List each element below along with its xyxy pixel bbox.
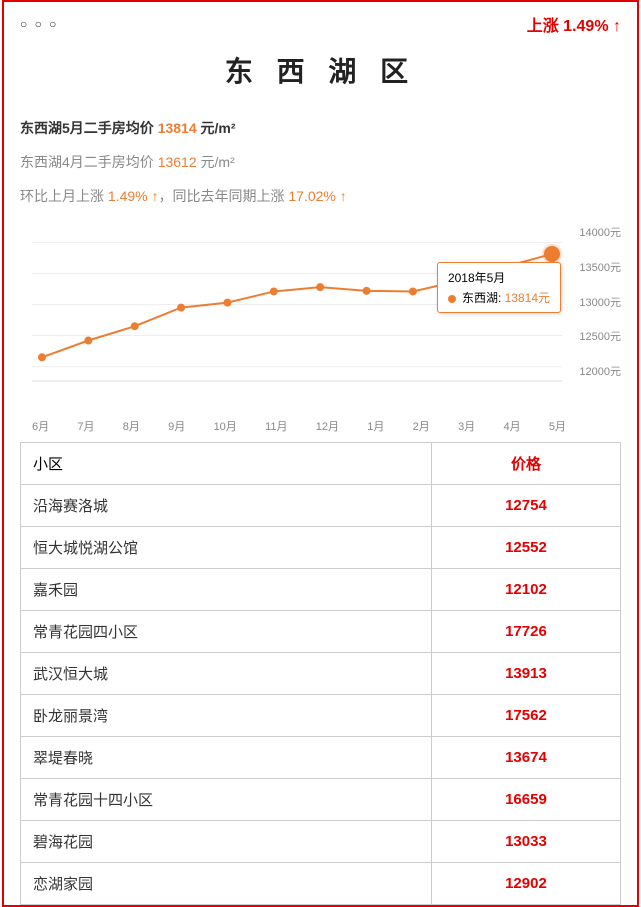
x-axis-labels: 6月 7月 8月 9月 10月 11月 12月 1月 2月 3月 4月 5月 (32, 418, 566, 434)
x-tick-label: 5月 (549, 418, 566, 434)
community-name-cell: 碧海花园 (21, 821, 432, 863)
chart-tooltip: 2018年5月 东西湖: 13814元 (437, 262, 561, 313)
y-tick-label: 13500元 (579, 259, 621, 275)
price-table: 小区 价格 沿海赛洛城12754恒大城悦湖公馆12552嘉禾园12102常青花园… (20, 442, 621, 905)
x-tick-label: 10月 (214, 418, 237, 434)
apr-label: 东西湖4月二手房均价 (20, 154, 158, 170)
page-title: 东 西 湖 区 (20, 50, 621, 90)
x-tick-label: 4月 (503, 418, 520, 434)
community-name-cell: 嘉禾园 (21, 569, 432, 611)
community-name-cell: 常青花园四小区 (21, 611, 432, 653)
tooltip-date: 2018年5月 (448, 269, 550, 286)
table-row: 卧龙丽景湾17562 (21, 695, 621, 737)
mom-value: 1.49% ↑ (108, 188, 159, 204)
may-unit: 元/m² (197, 120, 236, 136)
tooltip-value: 13814元 (505, 291, 550, 305)
table-row: 恒大城悦湖公馆12552 (21, 527, 621, 569)
trend-badge: 上涨 1.49% ↑ (527, 12, 621, 36)
community-name-cell: 常青花园十四小区 (21, 779, 432, 821)
table-row: 常青花园四小区17726 (21, 611, 621, 653)
price-cell: 17726 (431, 611, 620, 653)
y-axis-labels: 14000元 13500元 13000元 12500元 12000元 (579, 224, 621, 379)
table-row: 沿海赛洛城12754 (21, 485, 621, 527)
table-row: 翠堤春晓13674 (21, 737, 621, 779)
table-row: 碧海花园13033 (21, 821, 621, 863)
community-name-cell: 翠堤春晓 (21, 737, 432, 779)
price-cell: 16659 (431, 779, 620, 821)
table-row: 武汉恒大城13913 (21, 653, 621, 695)
top-row: ○ ○ ○ 上涨 1.49% ↑ (20, 12, 621, 36)
badge-prefix: 上涨 (527, 18, 563, 35)
price-cell: 13913 (431, 653, 620, 695)
price-cell: 13674 (431, 737, 620, 779)
table-row: 恋湖家园12902 (21, 863, 621, 905)
y-tick-label: 12000元 (579, 363, 621, 379)
x-tick-label: 2月 (413, 418, 430, 434)
x-tick-label: 3月 (458, 418, 475, 434)
may-label: 东西湖5月二手房均价 (20, 120, 158, 136)
community-name-cell: 卧龙丽景湾 (21, 695, 432, 737)
price-cell: 12902 (431, 863, 620, 905)
x-tick-label: 7月 (77, 418, 94, 434)
menu-dots-icon: ○ ○ ○ (20, 17, 58, 31)
apr-value: 13612 (158, 154, 197, 170)
x-tick-label: 8月 (123, 418, 140, 434)
tooltip-dot-icon (448, 295, 456, 303)
badge-value: 1.49% (563, 18, 608, 35)
price-chart: 14000元 13500元 13000元 12500元 12000元 6月 7月 8月 9月 1… (20, 224, 621, 434)
mom-prefix: 环比上月上涨 (20, 188, 108, 204)
y-tick-label: 13000元 (579, 294, 621, 310)
community-name-cell: 恒大城悦湖公馆 (21, 527, 432, 569)
main-card: ○ ○ ○ 上涨 1.49% ↑ 东 西 湖 区 东西湖5月二手房均价 1381… (2, 0, 639, 907)
up-arrow-icon: ↑ (609, 18, 621, 35)
yoy-value: 17.02% ↑ (288, 188, 346, 204)
price-cell: 12552 (431, 527, 620, 569)
price-cell: 17562 (431, 695, 620, 737)
x-tick-label: 6月 (32, 418, 49, 434)
x-tick-label: 1月 (367, 418, 384, 434)
col-community-header: 小区 (21, 443, 432, 485)
price-cell: 13033 (431, 821, 620, 863)
yoy-sep: ，同比去年同期上涨 (158, 188, 288, 204)
col-price-header: 价格 (431, 443, 620, 485)
apr-price-line: 东西湖4月二手房均价 13612 元/m² (20, 152, 621, 172)
apr-unit: 元/m² (197, 154, 235, 170)
table-header-row: 小区 价格 (21, 443, 621, 485)
x-tick-label: 11月 (265, 418, 287, 434)
community-name-cell: 武汉恒大城 (21, 653, 432, 695)
x-tick-label: 12月 (316, 418, 339, 434)
price-cell: 12102 (431, 569, 620, 611)
table-row: 常青花园十四小区16659 (21, 779, 621, 821)
table-row: 嘉禾园12102 (21, 569, 621, 611)
y-tick-label: 14000元 (579, 224, 621, 240)
change-line: 环比上月上涨 1.49% ↑，同比去年同期上涨 17.02% ↑ (20, 186, 621, 206)
community-name-cell: 恋湖家园 (21, 863, 432, 905)
tooltip-label: 东西湖: (462, 291, 501, 305)
community-name-cell: 沿海赛洛城 (21, 485, 432, 527)
y-tick-label: 12500元 (579, 328, 621, 344)
may-price-line: 东西湖5月二手房均价 13814 元/m² (20, 118, 621, 138)
x-tick-label: 9月 (168, 418, 185, 434)
price-cell: 12754 (431, 485, 620, 527)
may-value: 13814 (158, 120, 197, 136)
